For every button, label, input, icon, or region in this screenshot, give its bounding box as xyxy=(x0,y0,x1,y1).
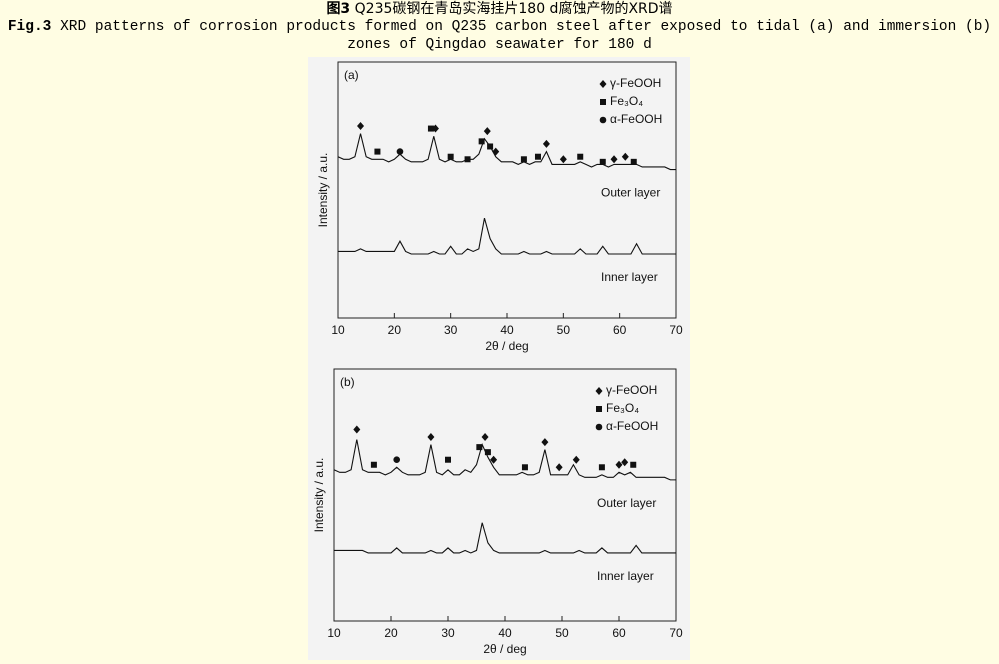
x-tick-label: 10 xyxy=(331,323,345,337)
x-tick-label: 10 xyxy=(327,626,341,640)
x-tick-label: 60 xyxy=(612,626,626,640)
marker-square xyxy=(599,158,606,165)
marker-square xyxy=(487,143,494,150)
x-tick-label: 40 xyxy=(498,626,512,640)
x-tick-label: 70 xyxy=(669,323,683,337)
x-tick-label: 60 xyxy=(613,323,627,337)
legend-label: Fe₃O₄ xyxy=(610,94,643,108)
marker-diamond xyxy=(427,433,435,442)
marker-square xyxy=(521,464,528,471)
legend-label: Fe₃O₄ xyxy=(606,401,639,415)
x-tick-label: 50 xyxy=(555,626,569,640)
marker-diamond xyxy=(621,152,629,161)
xrd-trace xyxy=(337,133,676,171)
marker-diamond xyxy=(357,122,365,130)
x-tick-label: 30 xyxy=(444,323,458,337)
y-axis-label: Intensity / a.u. xyxy=(312,458,326,533)
fig-label: Fig.3 xyxy=(7,19,52,35)
marker-diamond xyxy=(615,460,623,469)
marker-circle xyxy=(393,456,401,464)
marker-diamond xyxy=(610,155,618,164)
marker-square xyxy=(577,153,584,160)
panel-label: (b) xyxy=(340,375,355,389)
caption-text: XRD patterns of corrosion products forme… xyxy=(60,19,992,53)
marker-square xyxy=(374,148,381,155)
marker-square xyxy=(520,156,527,163)
marker-diamond xyxy=(490,455,498,464)
trace-label: Inner layer xyxy=(601,270,658,284)
trace-label: Outer layer xyxy=(601,186,660,200)
legend-label: α-FeOOH xyxy=(606,419,658,433)
x-axis-label: 2θ / deg xyxy=(485,339,528,353)
x-tick-label: 70 xyxy=(669,626,683,640)
x-tick-label: 50 xyxy=(557,323,571,337)
marker-square xyxy=(630,158,637,165)
title-cn: 图3 Q235碳钢在青岛实海挂片180 d腐蚀产物的XRD谱 xyxy=(0,0,999,18)
legend-symbol xyxy=(600,99,606,105)
x-tick-label: 40 xyxy=(500,323,514,337)
x-axis-label: 2θ / deg xyxy=(483,642,526,656)
marker-square xyxy=(484,449,491,456)
marker-square xyxy=(464,156,471,163)
xrd-trace xyxy=(334,522,676,554)
marker-circle xyxy=(396,148,404,155)
legend-label: α-FeOOH xyxy=(610,112,662,126)
y-axis-label: Intensity / a.u. xyxy=(316,153,330,228)
marker-square xyxy=(447,153,454,160)
marker-diamond xyxy=(621,458,629,467)
title-text: Q235碳钢在青岛实海挂片180 d腐蚀产物的XRD谱 xyxy=(354,1,673,17)
legend-symbol xyxy=(599,80,607,88)
caption: 图3 Q235碳钢在青岛实海挂片180 d腐蚀产物的XRD谱 Fig.3 XRD… xyxy=(0,0,999,54)
fig-label: 图3 xyxy=(326,1,351,17)
xrd-trace xyxy=(333,439,676,481)
x-tick-label: 20 xyxy=(384,626,398,640)
panel-label: (a) xyxy=(344,68,359,82)
legend-label: γ-FeOOH xyxy=(606,383,657,397)
trace-label: Outer layer xyxy=(597,496,656,510)
marker-square xyxy=(476,444,483,451)
legend-label: γ-FeOOH xyxy=(610,76,661,90)
marker-square xyxy=(478,138,485,145)
marker-square xyxy=(445,456,451,463)
legend-symbol xyxy=(595,387,603,395)
xrd-trace xyxy=(338,218,676,255)
legend-symbol xyxy=(595,423,603,431)
marker-diamond xyxy=(353,425,361,434)
caption-en: Fig.3 XRD patterns of corrosion products… xyxy=(0,18,999,54)
marker-square xyxy=(534,153,541,160)
marker-diamond xyxy=(541,438,549,447)
marker-diamond xyxy=(542,139,550,148)
marker-diamond xyxy=(483,127,491,136)
marker-square xyxy=(370,461,377,468)
marker-square xyxy=(598,464,605,471)
marker-diamond xyxy=(559,155,567,164)
legend-symbol xyxy=(596,406,602,412)
marker-diamond xyxy=(555,463,563,472)
x-tick-label: 30 xyxy=(441,626,455,640)
marker-square xyxy=(630,461,637,468)
x-tick-label: 20 xyxy=(388,323,402,337)
marker-diamond xyxy=(572,455,580,464)
trace-label: Inner layer xyxy=(597,569,654,583)
legend-symbol xyxy=(599,116,607,124)
marker-square xyxy=(427,125,434,132)
marker-diamond xyxy=(492,147,500,156)
marker-diamond xyxy=(481,433,489,442)
